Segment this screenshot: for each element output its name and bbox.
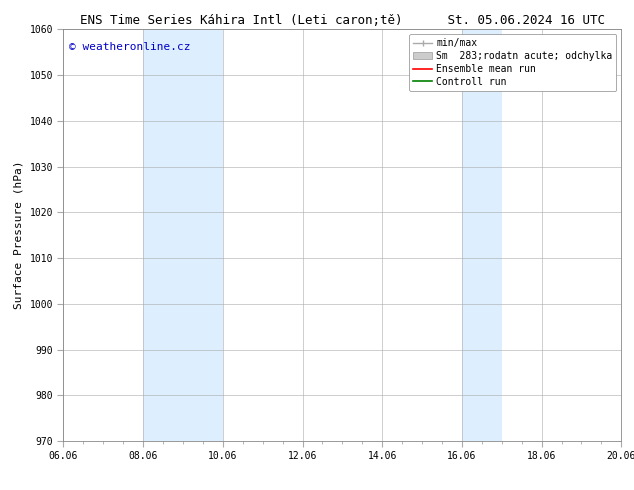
Text: © weatheronline.cz: © weatheronline.cz: [69, 42, 190, 52]
Legend: min/max, Sm  283;rodatn acute; odchylka, Ensemble mean run, Controll run: min/max, Sm 283;rodatn acute; odchylka, …: [409, 34, 616, 91]
Bar: [143, 29, 223, 441]
Title: ENS Time Series Káhira Intl (Leti caron;tě)      St. 05.06.2024 16 UTC: ENS Time Series Káhira Intl (Leti caron;…: [80, 14, 605, 27]
Y-axis label: Surface Pressure (hPa): Surface Pressure (hPa): [14, 161, 24, 310]
Bar: [462, 29, 501, 441]
